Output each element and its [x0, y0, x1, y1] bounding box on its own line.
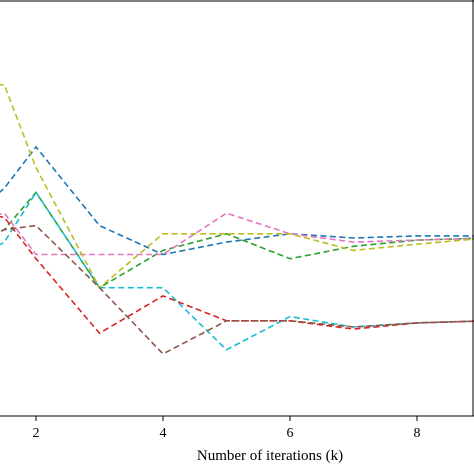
x-tick-label: 8: [414, 426, 421, 441]
series-line-3: [0, 190, 474, 351]
series-group: [0, 84, 474, 355]
x-ticks: 2 4 6 8: [33, 416, 421, 441]
x-tick-label: 6: [287, 426, 294, 441]
x-axis-title: Number of iterations (k): [197, 448, 343, 464]
series-line-1: [0, 145, 474, 256]
series-line-5: [0, 84, 474, 289]
plot-frame: [0, 0, 474, 417]
series-line-7: [0, 224, 474, 355]
series-line-4: [0, 212, 474, 256]
x-tick-label: 2: [33, 426, 40, 441]
x-tick-label: 4: [160, 426, 167, 441]
series-line-2: [0, 191, 474, 289]
series-line-6: [0, 215, 474, 335]
